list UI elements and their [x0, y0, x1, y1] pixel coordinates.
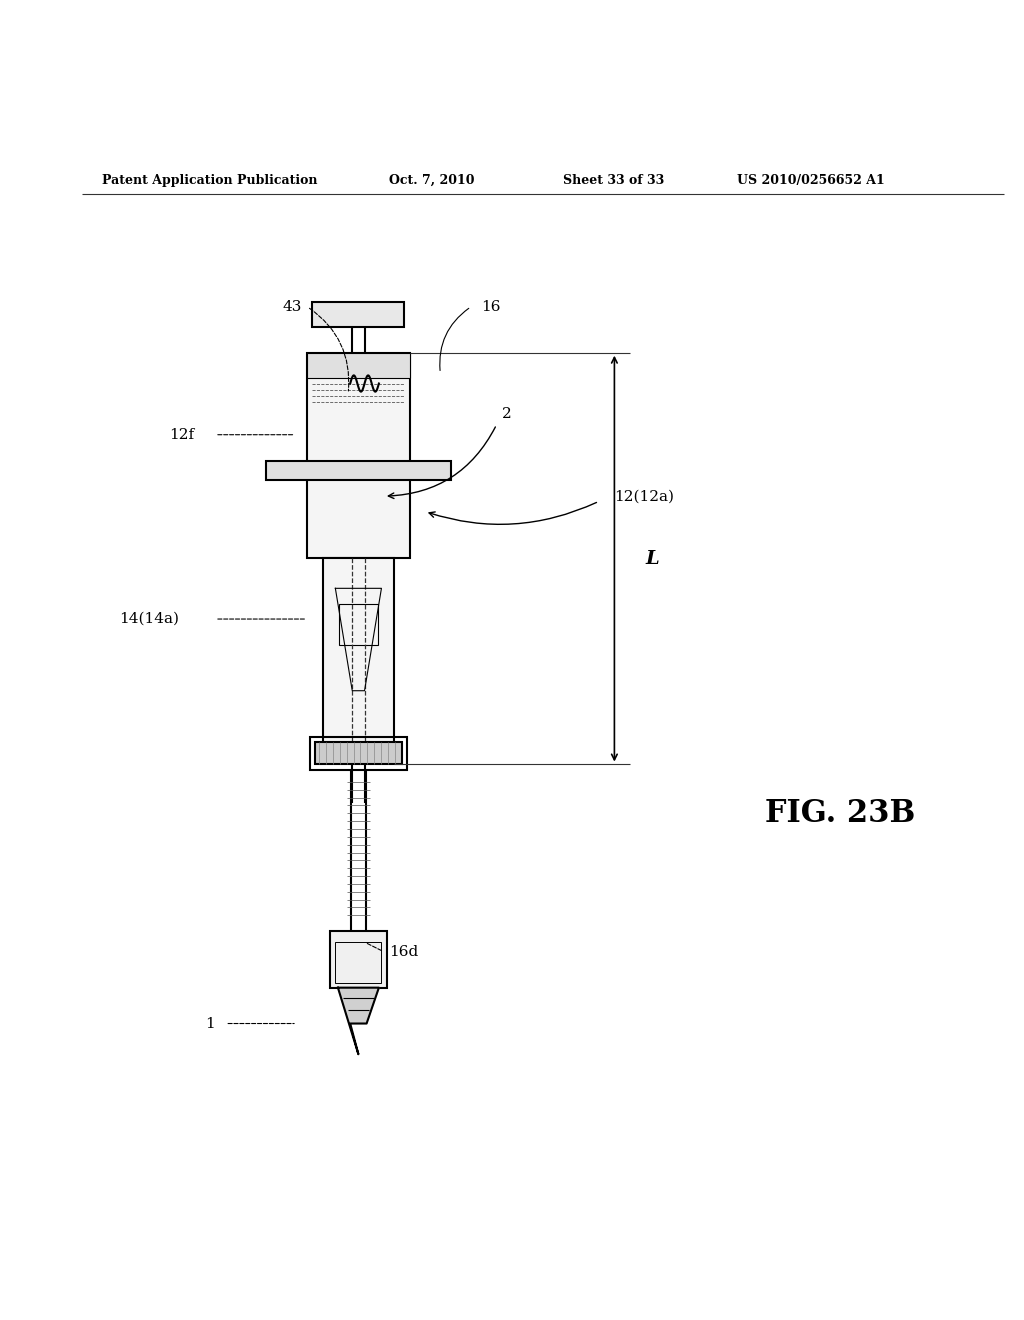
Bar: [339, 605, 378, 645]
Text: 14(14a): 14(14a): [119, 612, 179, 626]
Text: FIG. 23B: FIG. 23B: [765, 799, 914, 829]
Text: US 2010/0256652 A1: US 2010/0256652 A1: [737, 174, 885, 186]
Text: 2: 2: [502, 408, 512, 421]
Text: Patent Application Publication: Patent Application Publication: [102, 174, 317, 186]
Text: L: L: [645, 549, 658, 568]
Text: Oct. 7, 2010: Oct. 7, 2010: [389, 174, 474, 186]
Bar: [335, 941, 381, 982]
Text: Sheet 33 of 33: Sheet 33 of 33: [563, 174, 665, 186]
Bar: [309, 737, 407, 770]
Bar: [315, 742, 401, 764]
Text: 43: 43: [283, 300, 302, 314]
Text: 16d: 16d: [389, 945, 419, 958]
Text: 12f: 12f: [169, 428, 195, 442]
Bar: [266, 462, 451, 479]
Bar: [307, 352, 410, 557]
Text: 16: 16: [481, 300, 501, 314]
Bar: [307, 352, 410, 379]
Text: 1: 1: [205, 1016, 215, 1031]
Bar: [323, 557, 394, 752]
Bar: [312, 301, 404, 327]
Text: 12(12a): 12(12a): [614, 490, 675, 503]
Bar: [330, 932, 386, 987]
Polygon shape: [338, 987, 379, 1055]
